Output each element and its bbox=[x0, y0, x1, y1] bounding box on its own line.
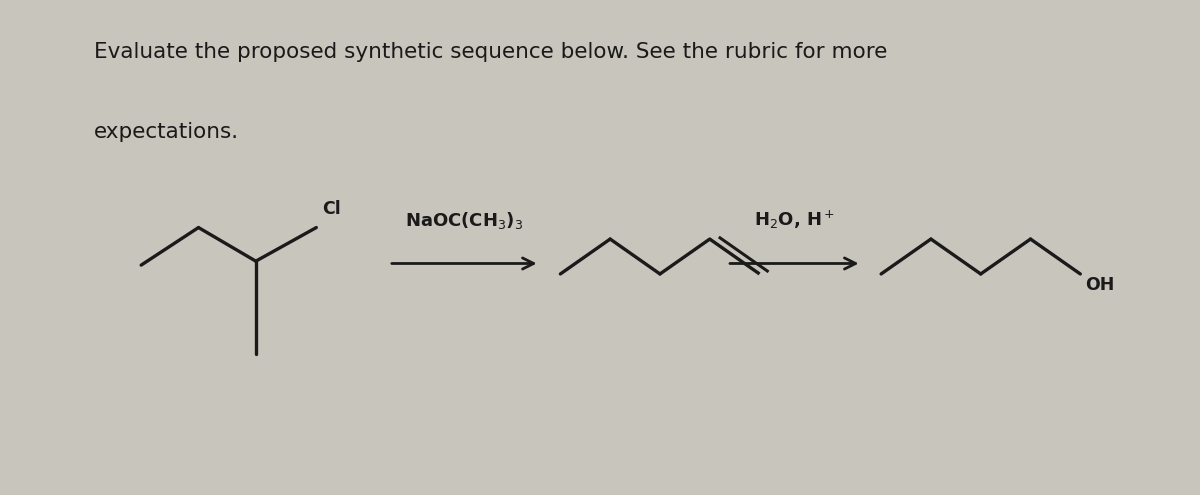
Text: expectations.: expectations. bbox=[94, 122, 239, 142]
Text: Evaluate the proposed synthetic sequence below. See the rubric for more: Evaluate the proposed synthetic sequence… bbox=[94, 43, 887, 62]
Text: Cl: Cl bbox=[322, 200, 341, 218]
Text: NaOC(CH$_3$)$_3$: NaOC(CH$_3$)$_3$ bbox=[406, 210, 523, 231]
Text: H$_2$O, H$^+$: H$_2$O, H$^+$ bbox=[754, 208, 835, 231]
Text: OH: OH bbox=[1085, 276, 1115, 295]
